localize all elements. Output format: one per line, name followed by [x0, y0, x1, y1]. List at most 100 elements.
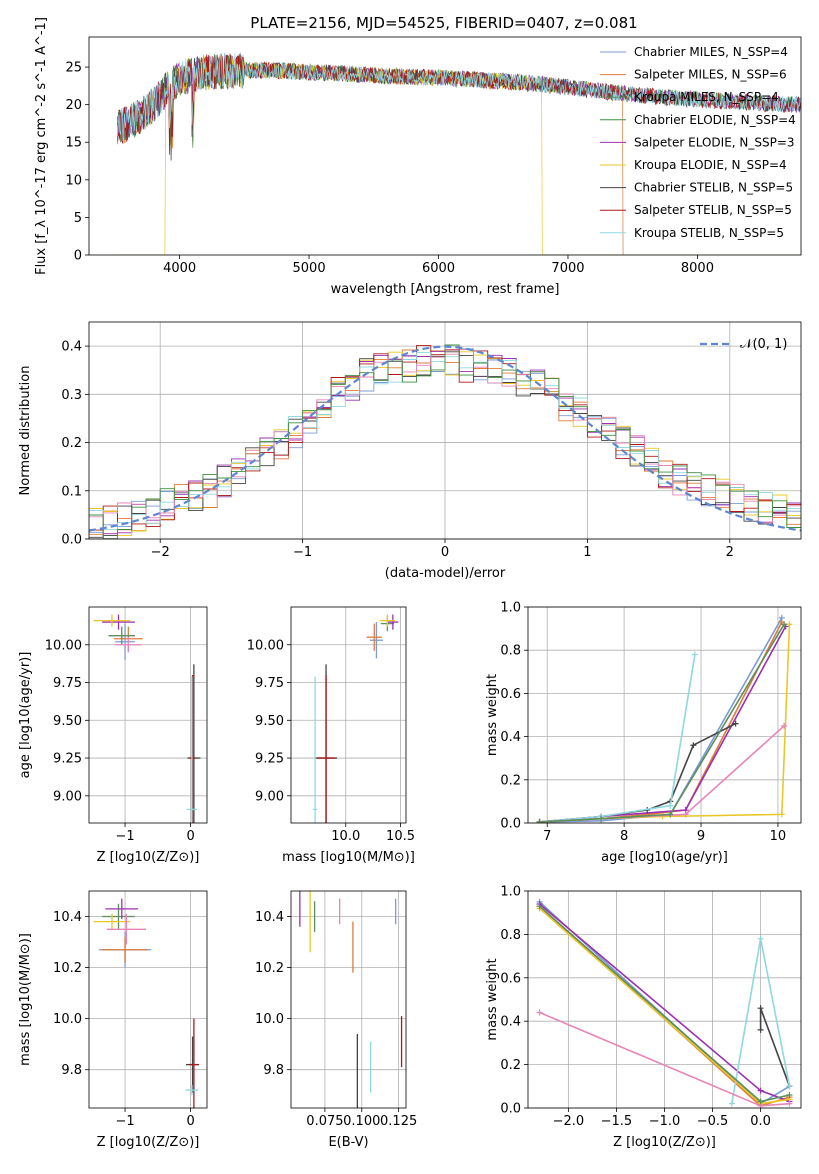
x-tick-label: 0: [186, 829, 194, 844]
series-line: [539, 621, 783, 823]
y-tick-label: 0: [74, 249, 82, 264]
x-axis-label: age [log10(age/yr)]: [601, 850, 728, 865]
y-tick-label: 20: [65, 98, 82, 113]
x-tick-label: 5000: [293, 261, 326, 276]
series-line: [539, 654, 696, 823]
axes-frame: [290, 890, 407, 1109]
y-tick-label: 0.8: [500, 928, 521, 943]
data-point: [728, 1100, 735, 1107]
x-tick-label: 1: [583, 545, 591, 560]
y-tick-label: 15: [65, 136, 82, 151]
y-tick-label: 9.00: [255, 789, 284, 804]
y-tick-label: 0.2: [500, 1058, 521, 1073]
data-point: [536, 903, 543, 910]
x-tick-label: 8: [620, 829, 628, 844]
y-tick-label: 25: [65, 61, 82, 76]
legend-entry: Chabrier STELIB, N_SSP=5: [634, 181, 793, 195]
x-tick-label: 2: [726, 545, 734, 560]
y-tick-label: 10.00: [247, 638, 284, 653]
plot-area: [299, 891, 403, 1108]
series-line: [539, 626, 787, 823]
x-tick-label: 8000: [681, 261, 714, 276]
axes-frame: [88, 606, 208, 824]
data-point: [732, 720, 739, 727]
x-tick-label: −1: [115, 829, 134, 844]
y-tick-label: 0.3: [61, 388, 82, 403]
data-point: [690, 742, 697, 749]
y-tick-label: 9.8: [263, 1063, 284, 1078]
x-tick-label: 0.0: [750, 1114, 771, 1129]
histogram-step: [89, 344, 801, 539]
y-axis-label: age [log10(age/yr)]: [18, 652, 33, 779]
x-tick-label: −1: [293, 545, 312, 560]
spectrum-line: [117, 52, 801, 141]
panel-residuals: −2 −1 0 1 2 0.0 0.1 0.2 0.3 0.4 (data-model)/error…: [18, 321, 802, 581]
y-tick-label: 0.6: [500, 687, 521, 702]
x-axis-label: Z [log10(Z/Z⊙)]: [97, 1135, 200, 1150]
x-tick-label: 7: [543, 829, 551, 844]
x-axis-label: Z [log10(Z/Z⊙)]: [613, 1135, 716, 1150]
plot-area: [536, 614, 793, 823]
series-line: [539, 617, 783, 823]
series-line: [759, 1007, 791, 1087]
y-tick-label: 5: [74, 211, 82, 226]
y-tick-label: 0.6: [500, 971, 521, 986]
y-tick-label: 10.4: [255, 910, 284, 925]
x-tick-label: 4000: [163, 261, 196, 276]
y-tick-label: 0.8: [500, 644, 521, 659]
y-axis-label: Normed distribution: [18, 366, 33, 496]
panel-massweight_vs_Z: −2.0 −1.5 −1.0 −0.5 0.0 0.0 0.2 0.4 0.6 0.8 1.0 Z […: [485, 885, 802, 1150]
x-tick-label: −0.5: [697, 1114, 729, 1129]
x-tick-label: −1: [115, 1114, 134, 1129]
panel-mass_vs_Z: −1 0 9.8 10.0 10.2 10.4 Z [log10(Z/Z⊙)] mass [l…: [18, 890, 208, 1150]
y-tick-label: 0.0: [61, 533, 82, 548]
x-tick-label: 0.075: [306, 1114, 343, 1129]
y-axis-label: mass [log10(M/M⊙)]: [18, 933, 33, 1066]
y-tick-label: 10.0: [53, 1012, 82, 1027]
legend-entry: Chabrier ELODIE, N_SSP=4: [634, 113, 796, 127]
x-tick-label: −1.5: [601, 1114, 633, 1129]
data-point: [757, 1026, 764, 1033]
data-point: [786, 1083, 793, 1090]
plot-area: [312, 614, 399, 823]
plot-area: [93, 614, 201, 823]
normal-curve: [89, 345, 801, 532]
x-tick-label: 0: [186, 1114, 194, 1129]
x-axis-label: mass [log10(M/M⊙)]: [282, 850, 415, 865]
figure-title: PLATE=2156, MJD=54525, FIBERID=0407, z=0…: [250, 14, 637, 32]
y-tick-label: 0.0: [500, 817, 521, 832]
y-tick-label: 10.00: [45, 638, 82, 653]
panel-age_vs_Z: −1 0 9.00 9.25 9.50 9.75 10.00 Z [log10(Z/Z⊙)] a…: [18, 606, 208, 865]
data-point: [536, 1009, 543, 1016]
y-tick-label: 9.50: [255, 714, 284, 729]
series-line: [539, 623, 785, 823]
y-tick-label: 10.4: [53, 910, 82, 925]
x-tick-label: −2: [151, 545, 170, 560]
data-point: [682, 811, 689, 818]
y-tick-label: 10: [65, 173, 82, 188]
data-point: [667, 811, 674, 818]
x-tick-label: 0.125: [380, 1114, 417, 1129]
plot-area: [117, 52, 801, 255]
y-tick-label: 9.8: [61, 1063, 82, 1078]
panel-spectrum: 4000 5000 6000 7000 8000 0 5 10 15 20 25 wavelength…: [34, 17, 802, 297]
y-tick-label: 0.4: [500, 730, 521, 745]
data-point: [757, 1087, 764, 1094]
y-tick-label: 0.2: [61, 436, 82, 451]
x-tick-label: −1.0: [649, 1114, 681, 1129]
y-tick-label: 9.75: [53, 676, 82, 691]
y-tick-label: 0.4: [61, 340, 82, 355]
y-axis-label: mass weight: [485, 674, 500, 756]
y-tick-label: 0.0: [500, 1102, 521, 1117]
data-point: [536, 818, 543, 823]
x-tick-label: −2.0: [553, 1114, 585, 1129]
y-tick-label: 9.75: [255, 676, 284, 691]
y-tick-label: 9.50: [53, 714, 82, 729]
spectrum-line: [117, 54, 801, 161]
axes-frame: [290, 606, 407, 824]
data-point: [786, 1100, 793, 1107]
plot-area: [93, 898, 200, 1108]
plot-area: [89, 344, 801, 539]
x-axis-label: wavelength [Angstrom, rest frame]: [331, 282, 560, 297]
